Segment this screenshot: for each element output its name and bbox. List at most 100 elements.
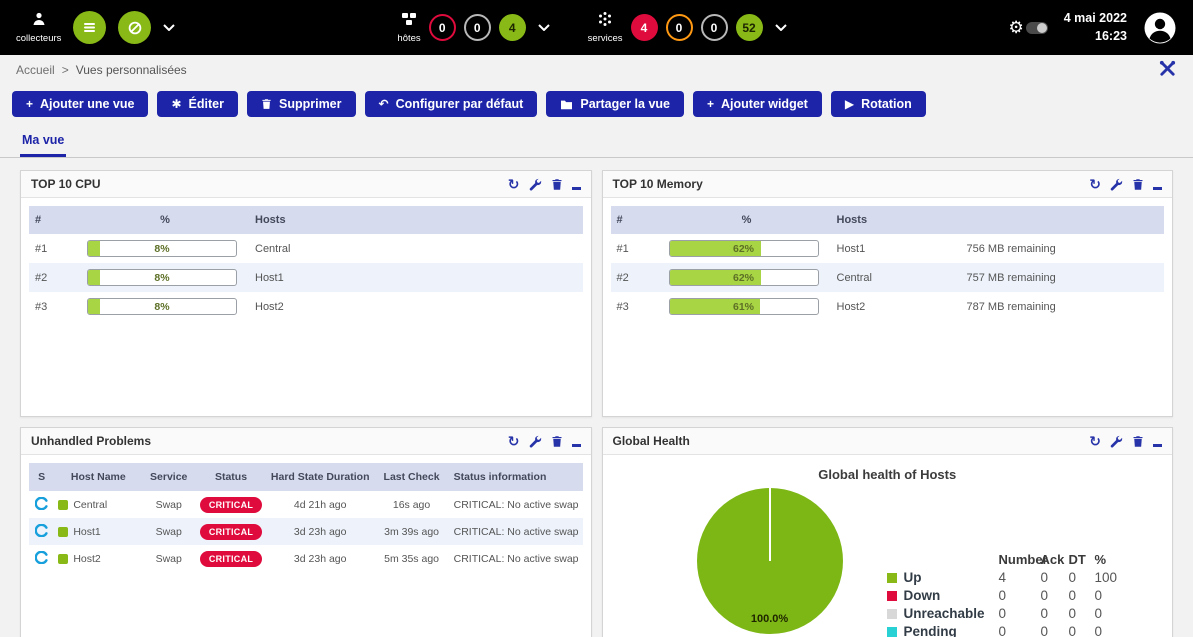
refresh-icon[interactable]: ↻	[507, 176, 520, 192]
trash-icon[interactable]	[1132, 435, 1144, 448]
export-configuration-icon[interactable]	[118, 11, 152, 44]
hosts-unreachable-counter[interactable]: 0	[463, 14, 491, 41]
memory-rank: #3	[616, 300, 629, 313]
delete-view-button[interactable]: Supprimer	[246, 91, 356, 117]
service-name-link[interactable]: Swap	[155, 498, 182, 511]
services-menu[interactable]: services	[588, 11, 623, 44]
centreon-logo-icon	[34, 496, 48, 513]
breadcrumb-current: Vues personnalisées	[75, 63, 187, 77]
widget-header: TOP 10 Memory ↻	[602, 171, 1172, 198]
service-name-link[interactable]: Swap	[155, 525, 182, 538]
tab-my-view[interactable]: Ma vue	[20, 129, 67, 157]
widget-header: Global Health ↻	[602, 428, 1172, 455]
widget-top-cpu: TOP 10 CPU ↻ # % Hosts #1	[20, 170, 592, 417]
chevron-down-icon[interactable]	[163, 24, 176, 31]
wrench-icon[interactable]	[1110, 435, 1123, 448]
status-information: CRITICAL: No active swap	[453, 552, 579, 565]
legend-value: 100	[1094, 570, 1118, 585]
services-status-group: services 4 0 0 52	[588, 11, 787, 44]
host-name-link[interactable]: Host1	[73, 525, 101, 538]
services-ok-counter[interactable]: 52	[735, 14, 763, 41]
host-name-link[interactable]: Host1	[836, 242, 866, 255]
edit-view-button[interactable]: ✱ Éditer	[157, 91, 238, 117]
host-name-link[interactable]: Host2	[836, 300, 866, 313]
minimize-icon[interactable]	[1153, 178, 1162, 190]
refresh-icon[interactable]: ↻	[1089, 176, 1101, 192]
tools-icon[interactable]	[1158, 59, 1177, 81]
wrench-icon[interactable]	[529, 435, 542, 448]
hosts-status-group: hôtes 0 0 4	[397, 11, 550, 44]
dashboard-grid: TOP 10 CPU ↻ # % Hosts #1	[0, 158, 1193, 637]
breadcrumb-home[interactable]: Accueil	[16, 63, 55, 77]
table-row: #3 61% Host2 787 MB remaining	[611, 292, 1165, 321]
refresh-icon[interactable]: ↻	[507, 433, 520, 449]
toggle-pill	[1025, 21, 1048, 34]
host-name-link[interactable]: Host2	[73, 552, 101, 565]
legend-value: 0	[1040, 606, 1049, 621]
minimize-icon[interactable]	[571, 435, 581, 447]
legend-header: %	[1094, 552, 1107, 567]
services-critical-counter[interactable]: 4	[630, 14, 658, 41]
status-badge: CRITICAL	[199, 550, 263, 567]
cpu-rank: #1	[35, 242, 48, 255]
legend-swatch	[886, 608, 897, 619]
legend-value: 0	[1068, 570, 1077, 585]
host-name-link[interactable]: Host1	[255, 271, 284, 284]
chevron-down-icon[interactable]	[537, 24, 550, 31]
legend-value: 0	[1040, 588, 1049, 603]
dark-mode-toggle[interactable]: ⚙	[1008, 19, 1048, 36]
hosts-menu[interactable]: hôtes	[397, 11, 421, 44]
hosts-down-counter[interactable]: 0	[428, 14, 456, 41]
widget-global-health: Global Health ↻ Global health of Hosts 1…	[601, 427, 1173, 637]
column-header	[960, 206, 1164, 234]
hosts-health-pie-chart[interactable]: 100.0%	[696, 488, 843, 634]
refresh-icon[interactable]: ↻	[1089, 433, 1101, 449]
services-unknown-counter[interactable]: 0	[700, 14, 728, 41]
chevron-down-icon[interactable]	[774, 24, 787, 31]
hosts-up-counter[interactable]: 4	[498, 14, 526, 41]
host-name-link[interactable]: Central	[73, 498, 108, 511]
host-name-link[interactable]: Host2	[255, 300, 284, 313]
status-badge: CRITICAL	[199, 496, 263, 513]
table-row: Host2 Swap CRITICAL 3d 23h ago 5m 35s ag…	[29, 545, 583, 572]
widget-title: Global Health	[612, 434, 690, 448]
minimize-icon[interactable]	[571, 178, 581, 190]
set-default-view-button[interactable]: ↶ Configurer par défaut	[364, 91, 538, 117]
legend-value: 0	[1068, 606, 1077, 621]
wrench-icon[interactable]	[1110, 178, 1123, 191]
column-header: Status information	[449, 463, 583, 491]
top-cpu-table: # % Hosts #1 8% Central #2 8% Host1	[29, 206, 583, 321]
minimize-icon[interactable]	[1153, 435, 1162, 447]
wrench-icon[interactable]	[529, 178, 542, 191]
service-name-link[interactable]: Swap	[155, 552, 182, 565]
cpu-usage-bar: 8%	[87, 240, 237, 257]
host-name-link[interactable]: Central	[836, 271, 872, 284]
add-widget-button[interactable]: + Ajouter widget	[693, 91, 822, 117]
column-header: #	[29, 206, 81, 234]
column-header: S	[29, 463, 55, 491]
add-view-button[interactable]: + Ajouter une vue	[12, 91, 149, 117]
trash-icon[interactable]	[551, 435, 563, 448]
legend-header: Number	[998, 552, 1048, 567]
person-icon	[31, 11, 47, 30]
column-header: %	[81, 206, 249, 234]
column-header: Last Check	[373, 463, 450, 491]
clock-date: 4 mai 2022	[1063, 11, 1127, 25]
collectors-menu[interactable]: collecteurs	[16, 11, 61, 44]
legend-swatch	[886, 590, 897, 601]
status-badge: CRITICAL	[199, 523, 263, 540]
trash-icon[interactable]	[551, 178, 563, 191]
poller-status-icon[interactable]	[73, 11, 107, 44]
trash-icon[interactable]	[1132, 178, 1144, 191]
top-header: collecteurs hôtes 0 0 4 serv	[0, 0, 1193, 55]
user-avatar[interactable]	[1143, 11, 1177, 45]
legend-item-down: Down	[886, 588, 999, 603]
host-status-square	[58, 526, 69, 537]
rotation-button[interactable]: ▶ Rotation	[830, 91, 926, 117]
plus-icon: +	[707, 97, 715, 111]
column-header: Host Name	[54, 463, 143, 491]
services-warning-counter[interactable]: 0	[665, 14, 693, 41]
host-name-link[interactable]: Central	[255, 242, 291, 255]
host-status-square	[58, 553, 69, 564]
share-view-button[interactable]: Partager la vue	[546, 91, 684, 117]
